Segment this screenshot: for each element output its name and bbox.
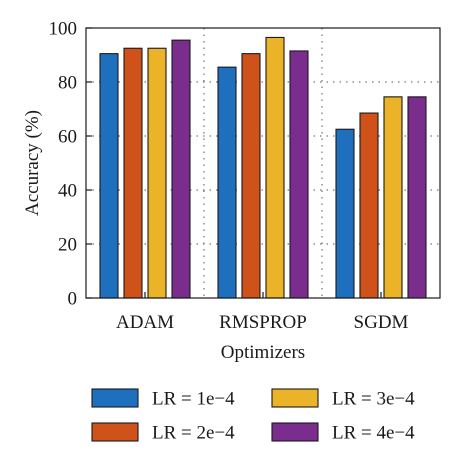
legend-item: LR = 3e−4 — [271, 388, 415, 410]
bar-sgdm-series-4 — [407, 96, 427, 299]
bar-adam-series-3 — [147, 47, 167, 299]
legend-swatch — [91, 422, 139, 442]
legend-label: LR = 4e−4 — [332, 423, 415, 444]
grid-lines — [86, 28, 440, 298]
bar-rmsprop-series-2 — [241, 53, 261, 299]
bars — [99, 36, 427, 299]
axis-ticks: 0 20 40 60 80 100 ADAM RMSPROP SGDM — [49, 19, 409, 334]
legend-swatch — [271, 422, 319, 442]
bar-sgdm-series-1 — [335, 128, 355, 299]
legend-label: LR = 3e−4 — [332, 389, 415, 410]
y-tick-label: 20 — [58, 235, 77, 256]
legend-item: LR = 2e−4 — [91, 422, 235, 444]
y-axis-label: Accuracy (%) — [22, 110, 43, 216]
legend-swatch — [271, 388, 319, 408]
legend: LR = 1e−4 LR = 2e−4 LR = 3e−4 LR = 4e−4 — [91, 388, 415, 444]
bar-rmsprop-series-3 — [265, 36, 285, 299]
y-tick-label: 0 — [68, 289, 78, 310]
y-tick-label: 40 — [58, 181, 77, 202]
y-tick-label: 80 — [58, 73, 77, 94]
legend-label: LR = 2e−4 — [152, 423, 235, 444]
x-axis-label: Optimizers — [221, 342, 305, 363]
bar-rmsprop-series-1 — [217, 66, 237, 299]
legend-label: LR = 1e−4 — [152, 389, 235, 410]
bar-adam-series-4 — [171, 39, 191, 299]
y-tick-label: 100 — [49, 19, 78, 40]
bar-rmsprop-series-4 — [289, 50, 309, 299]
legend-swatch — [91, 388, 139, 408]
x-tick-label: RMSPROP — [219, 312, 307, 333]
bar-adam-series-2 — [123, 47, 143, 299]
x-tick-label: ADAM — [116, 312, 174, 333]
legend-item: LR = 4e−4 — [271, 422, 415, 444]
bar-adam-series-1 — [99, 53, 119, 299]
bar-sgdm-series-3 — [383, 96, 403, 299]
y-tick-label: 60 — [58, 127, 77, 148]
legend-item: LR = 1e−4 — [91, 388, 235, 410]
bar-sgdm-series-2 — [359, 112, 379, 299]
x-tick-label: SGDM — [354, 312, 409, 333]
